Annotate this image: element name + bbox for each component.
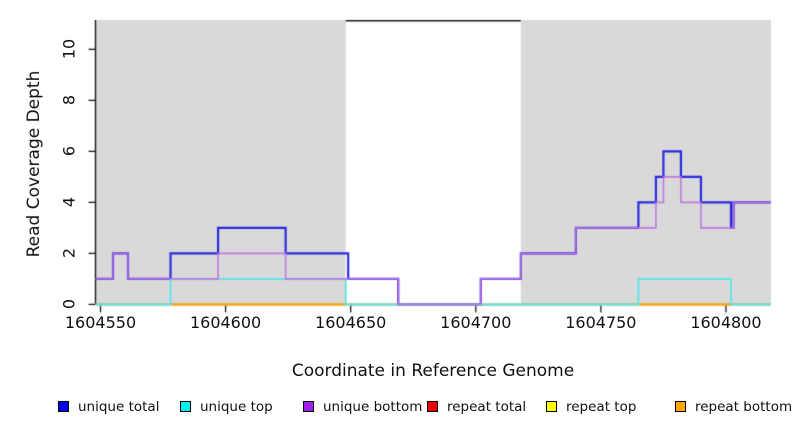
- legend-item: unique top: [180, 398, 273, 415]
- x-tick-label: 1604750: [565, 313, 637, 332]
- legend-swatch-unique-total: [58, 401, 69, 412]
- y-tick-label: 6: [59, 146, 79, 157]
- legend-swatch-repeat-total: [427, 401, 438, 412]
- legend-item: unique bottom: [303, 398, 423, 415]
- legend-item: repeat bottom: [675, 398, 792, 415]
- legend-item: unique total: [58, 398, 160, 415]
- y-tick-label: 0: [59, 299, 79, 310]
- legend-label: unique top: [200, 398, 273, 415]
- y-tick-label: 8: [59, 95, 79, 106]
- y-axis-title: Read Coverage Depth: [24, 70, 44, 258]
- y-tick-label: 10: [59, 39, 79, 60]
- legend-swatch-unique-bottom: [303, 401, 314, 412]
- x-axis-title: Coordinate in Reference Genome: [291, 361, 575, 381]
- legend-label: repeat total: [447, 398, 527, 415]
- y-tick-label: 4: [59, 197, 79, 208]
- legend-item: repeat top: [546, 398, 637, 415]
- legend-swatch-repeat-top: [546, 401, 557, 412]
- x-tick-label: 1604650: [315, 313, 387, 332]
- x-tick-label: 1604800: [690, 313, 762, 332]
- x-tick-label: 1604600: [189, 313, 262, 332]
- legend-swatch-repeat-bottom: [675, 401, 686, 412]
- legend-item: repeat total: [427, 398, 527, 415]
- x-tick-label: 1604700: [440, 313, 512, 332]
- x-tick-label: 1604550: [64, 313, 137, 332]
- legend-label: repeat bottom: [695, 398, 792, 415]
- y-tick-label: 2: [59, 248, 79, 259]
- legend-label: unique total: [78, 398, 160, 415]
- legend-swatch-unique-top: [180, 401, 191, 412]
- legend-label: unique bottom: [323, 398, 423, 415]
- legend-label: repeat top: [566, 398, 637, 415]
